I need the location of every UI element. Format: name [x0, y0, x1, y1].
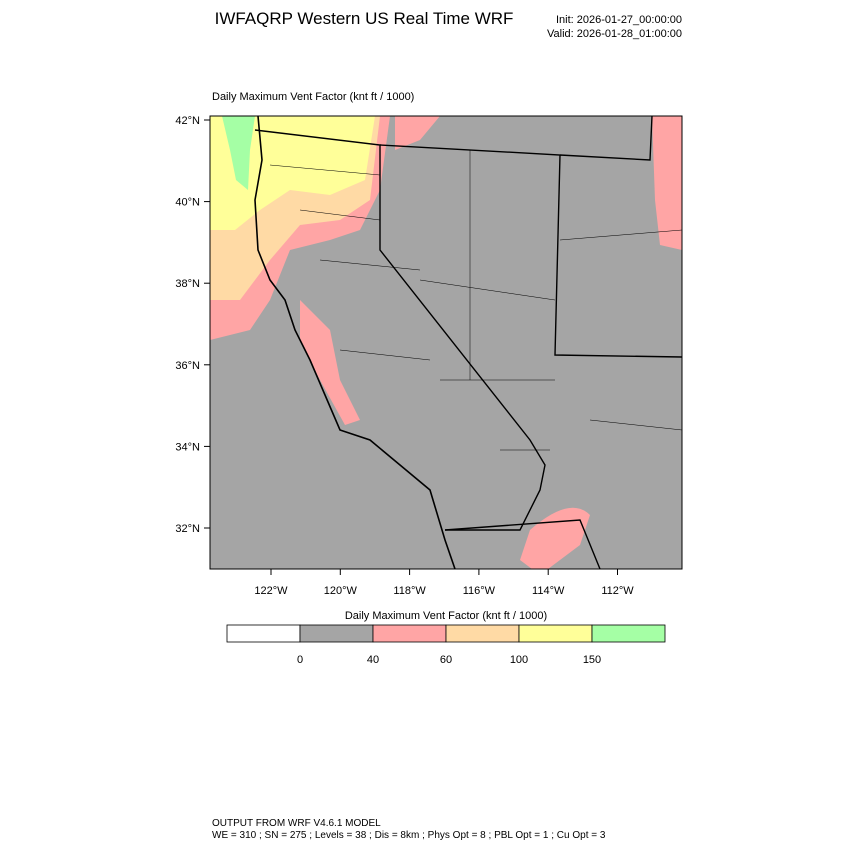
colorbar-label: 150 — [583, 654, 601, 666]
colorbar-box — [226, 624, 301, 643]
valid-time: Valid: 2026-01-28_01:00:00 — [547, 28, 682, 40]
colorbar-box — [445, 624, 520, 643]
county-border — [269, 150, 682, 451]
colorbar-box — [372, 624, 447, 643]
colorbar-box — [518, 624, 593, 643]
field-red — [652, 116, 682, 250]
coastline — [254, 116, 456, 569]
lon-label: 116°W — [463, 585, 496, 597]
init-time: Init: 2026-01-27_00:00:00 — [556, 14, 682, 26]
lat-label: 34°N — [175, 441, 200, 453]
lat-label: 40°N — [175, 197, 200, 209]
lat-label: 36°N — [175, 360, 200, 372]
map-frame — [209, 115, 683, 570]
lon-label: 114°W — [532, 585, 565, 597]
field-green — [222, 116, 255, 190]
field-yellow — [210, 116, 375, 230]
lat-label: 38°N — [175, 278, 200, 290]
colorbar-label: 0 — [297, 654, 303, 666]
colorbar-label: 40 — [367, 654, 379, 666]
colorbar-label: 100 — [510, 654, 528, 666]
lat-label: 32°N — [175, 523, 200, 535]
lon-label: 112°W — [601, 585, 634, 597]
title: IWFAQRP Western US Real Time WRF — [215, 9, 514, 28]
map — [209, 115, 683, 570]
footer-line: WE = 310 ; SN = 275 ; Levels = 38 ; Dis … — [212, 830, 606, 841]
lon-label: 118°W — [393, 585, 426, 597]
field-red — [395, 116, 440, 150]
lon-label: 122°W — [254, 585, 288, 597]
lon-label: 120°W — [324, 585, 358, 597]
map-title: Daily Maximum Vent Factor (knt ft / 1000… — [212, 91, 414, 103]
state-border — [254, 129, 546, 531]
colorbar-title: Daily Maximum Vent Factor (knt ft / 1000… — [345, 610, 547, 622]
lat-label: 42°N — [175, 115, 200, 127]
field-red — [300, 300, 360, 425]
footer-line: OUTPUT FROM WRF V4.6.1 MODEL — [212, 818, 381, 829]
colorbar-label: 60 — [440, 654, 452, 666]
field-red — [520, 507, 590, 569]
colorbar-box — [299, 624, 374, 643]
colorbar-box — [591, 624, 666, 643]
